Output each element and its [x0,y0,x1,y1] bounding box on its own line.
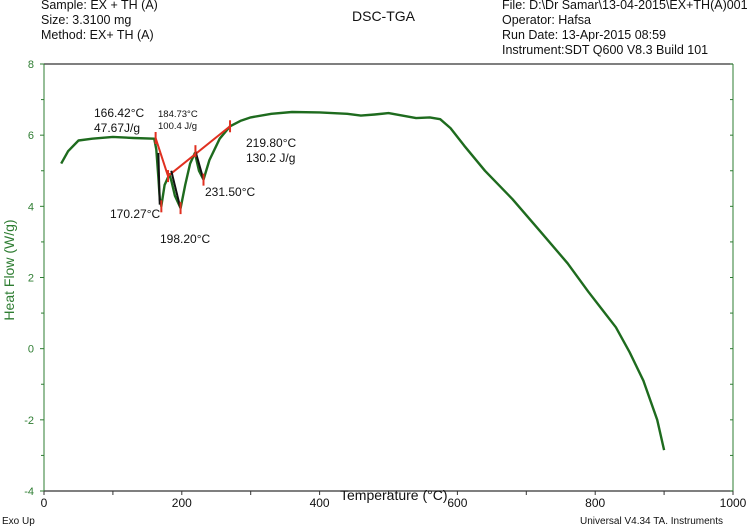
x-tick-label: 1000 [720,496,747,510]
instrument: Instrument:SDT Q600 V8.3 Build 101 [502,43,709,57]
y-tick-label: 8 [28,59,34,71]
annotation-peak-3: 231.50°C [205,185,256,199]
x-tick-label: 200 [172,496,192,510]
tangent-peak-1 [157,152,161,205]
annotation-onset-3: 219.80°C [246,136,297,150]
y-tick-label: -2 [24,415,34,427]
heat-flow-curve [60,110,666,451]
exo-up-label: Exo Up [2,516,35,527]
y-tick-label: 6 [28,130,34,142]
chart-title: DSC-TGA [352,8,415,24]
sample-size: Size: 3.3100 mg [41,13,132,27]
peak-integration-lines [154,120,232,215]
annotation-peak-1: 170.27°C [110,207,161,221]
operator: Operator: Hafsa [502,13,591,27]
x-tick-label: 400 [310,496,330,510]
x-tick-label: 800 [585,496,605,510]
sample-name: Sample: EX + TH (A) [41,0,158,12]
baseline-peak-1 [154,137,169,177]
y-tick-label: 2 [28,273,34,285]
y-tick-label: 0 [28,344,34,356]
tangent-peak-3 [194,150,205,180]
y-axis: -4 -2 0 2 4 6 8 [24,59,733,498]
x-tick-label: 0 [41,496,48,510]
annotation-enthalpy-2: 100.4 J/g [158,121,197,132]
y-tick-label: -4 [24,486,34,498]
run-info: File: D:\Dr Samar\13-04-2015\EX+TH(A)001… [502,0,748,58]
annotation-enthalpy-3: 130.2 J/g [246,151,295,165]
software-version: Universal V4.34 TA. Instruments [580,516,724,527]
y-axis-label: Heat Flow (W/g) [1,219,17,320]
x-axis-label: Temperature (°C) [340,487,448,503]
annotation-enthalpy-1: 47.67J/g [94,121,140,135]
x-tick-label: 600 [447,496,467,510]
sample-method: Method: EX+ TH (A) [41,28,154,42]
sample-info: Sample: EX + TH (A) Size: 3.3100 mg Meth… [41,0,158,43]
annotation-onset-1: 166.42°C [94,106,145,120]
plot-frame [43,63,734,492]
tangent-peak-2 [170,170,182,209]
baseline-peak-2-3 [167,125,231,177]
annotation-peak-2: 198.20°C [160,232,211,246]
run-date: Run Date: 13-Apr-2015 08:59 [502,28,666,42]
annotation-onset-2: 184.73°C [158,109,198,120]
x-axis: 0 200 400 600 800 1000 [41,491,747,510]
y-tick-label: 4 [28,201,34,213]
file-path: File: D:\Dr Samar\13-04-2015\EX+TH(A)001 [502,0,748,12]
